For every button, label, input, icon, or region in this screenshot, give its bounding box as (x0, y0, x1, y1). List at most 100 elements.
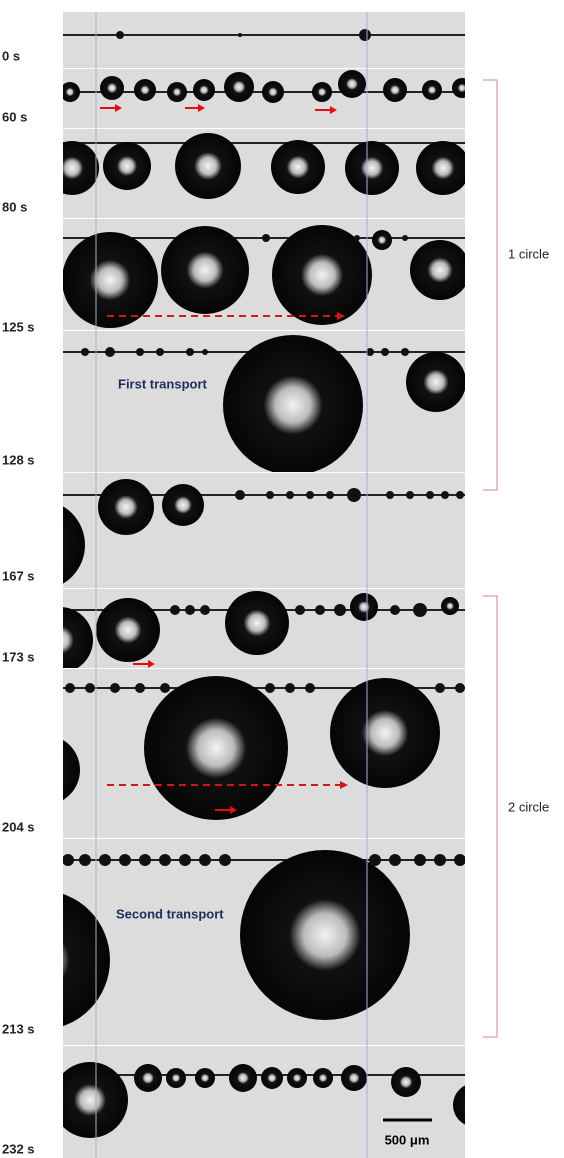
droplet (372, 230, 392, 250)
droplet (326, 491, 334, 499)
droplet (359, 29, 371, 41)
frame-bg (63, 12, 465, 68)
droplet (287, 1068, 307, 1088)
droplet (135, 683, 145, 693)
bracket-label: 2 circle (508, 799, 549, 814)
droplet (286, 491, 294, 499)
frame (0, 473, 465, 590)
droplet (79, 854, 91, 866)
droplet (285, 683, 295, 693)
droplet (410, 240, 470, 300)
droplet (116, 31, 124, 39)
droplet (81, 348, 89, 356)
droplet (27, 607, 93, 673)
droplet (170, 605, 180, 615)
droplet (414, 854, 426, 866)
droplet (105, 347, 115, 357)
droplet (185, 605, 195, 615)
droplet (62, 232, 158, 328)
droplet (162, 484, 204, 526)
droplet (330, 678, 440, 788)
droplet (261, 1067, 283, 1089)
droplet (354, 235, 360, 241)
bracket (483, 596, 497, 1037)
frame (0, 839, 466, 1045)
droplet (229, 1064, 257, 1092)
droplet (175, 133, 241, 199)
frame (27, 589, 465, 673)
droplet (345, 141, 399, 195)
droplet (110, 683, 120, 693)
panels (0, 12, 497, 1158)
droplet (454, 854, 466, 866)
bracket-label: 1 circle (508, 246, 549, 261)
droplet (383, 78, 407, 102)
bracket (483, 80, 497, 490)
time-label: 232 s (2, 1141, 35, 1156)
droplet (434, 854, 446, 866)
droplet (306, 491, 314, 499)
time-label: 128 s (2, 452, 35, 467)
droplet (389, 854, 401, 866)
droplet (441, 597, 459, 615)
time-label: 167 s (2, 568, 35, 583)
droplet (391, 1067, 421, 1097)
droplet (219, 854, 231, 866)
time-label: 60 s (2, 109, 27, 124)
droplet (238, 33, 242, 37)
time-label: 0 s (2, 48, 20, 63)
droplet (202, 349, 208, 355)
droplet (271, 140, 325, 194)
droplet (224, 72, 254, 102)
droplet (100, 76, 124, 100)
droplet (60, 82, 80, 102)
droplet (161, 226, 249, 314)
droplet (390, 605, 400, 615)
droplet (381, 348, 389, 356)
droplet (413, 603, 427, 617)
droplet (406, 352, 466, 412)
droplet (200, 605, 210, 615)
droplet (350, 593, 378, 621)
droplet (426, 491, 434, 499)
droplet (62, 854, 74, 866)
droplet (338, 70, 366, 98)
droplet (386, 491, 394, 499)
droplet (119, 854, 131, 866)
droplet (199, 854, 211, 866)
droplet (406, 491, 414, 499)
droplet (134, 79, 156, 101)
droplet (156, 348, 164, 356)
droplet (266, 491, 274, 499)
droplet (347, 488, 361, 502)
frame (62, 219, 470, 330)
droplet (167, 82, 187, 102)
droplet (441, 491, 449, 499)
droplet (315, 605, 325, 615)
droplet (160, 683, 170, 693)
page: 1 circle 2 circle First transport Second… (0, 0, 564, 1158)
time-label: 204 s (2, 819, 35, 834)
droplet (186, 348, 194, 356)
figure: 1 circle 2 circle First transport Second… (0, 0, 564, 1158)
frame-bg (63, 69, 465, 128)
droplet (166, 1068, 186, 1088)
time-label: 125 s (2, 319, 35, 334)
droplet (401, 348, 409, 356)
droplet (10, 735, 80, 805)
droplet (435, 683, 445, 693)
droplet (334, 604, 346, 616)
droplet (139, 854, 151, 866)
droplet (195, 1068, 215, 1088)
droplet (453, 1083, 497, 1127)
droplet (235, 490, 245, 500)
droplet (96, 598, 160, 662)
droplet (240, 850, 410, 1020)
scale-bar-label: 500 μm (385, 1132, 430, 1147)
droplet (193, 79, 215, 101)
droplet (223, 335, 363, 475)
droplet (422, 80, 442, 100)
time-label: 213 s (2, 1021, 35, 1036)
frame (63, 12, 465, 68)
frame (52, 1046, 497, 1158)
